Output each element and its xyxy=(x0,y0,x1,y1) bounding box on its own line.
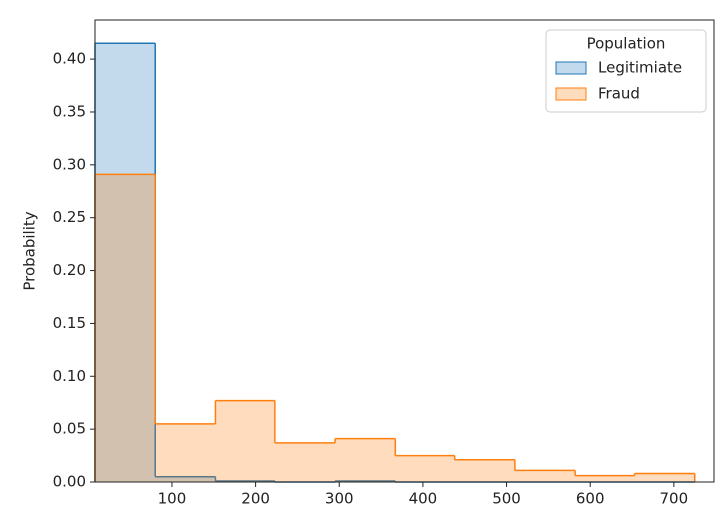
legend-swatch xyxy=(555,61,587,75)
histogram-bar xyxy=(155,423,216,482)
x-tick-label: 300 xyxy=(325,490,354,508)
y-tick-label: 0.20 xyxy=(53,261,86,279)
y-tick-label: 0.25 xyxy=(53,208,86,226)
histogram-bar xyxy=(395,455,455,482)
histogram-bar xyxy=(274,442,336,482)
histogram-bar xyxy=(454,459,515,482)
y-tick-label: 0.40 xyxy=(53,50,86,68)
histogram-bar xyxy=(575,475,635,482)
histogram-bar xyxy=(634,473,695,482)
x-tick-label: 100 xyxy=(158,490,187,508)
y-tick-label: 0.10 xyxy=(53,367,86,385)
y-tick-label: 0.15 xyxy=(53,314,86,332)
y-tick-label: 0.00 xyxy=(53,473,86,491)
histogram-bar xyxy=(215,400,275,482)
histogram-bar xyxy=(95,43,156,483)
histogram-bar xyxy=(95,174,156,482)
x-tick-label: 400 xyxy=(409,490,438,508)
x-tick-label: 600 xyxy=(576,490,605,508)
legend-swatch xyxy=(555,87,587,101)
legend-label: Fraud xyxy=(598,85,640,103)
x-tick-label: 200 xyxy=(241,490,270,508)
legend: Population Legitimiate Fraud xyxy=(545,29,707,113)
histogram-bar xyxy=(335,438,396,482)
y-axis-label: Probability xyxy=(21,211,39,290)
y-tick-label: 0.35 xyxy=(53,102,86,120)
x-tick-label: 500 xyxy=(492,490,521,508)
legend-label: Legitimiate xyxy=(598,59,682,77)
x-tick-label: 700 xyxy=(660,490,689,508)
legend-title: Population xyxy=(587,35,666,53)
plot-frame xyxy=(94,19,715,483)
y-tick-label: 0.30 xyxy=(53,155,86,173)
histogram-bar xyxy=(514,470,576,482)
histogram-bar xyxy=(155,476,216,482)
y-tick-label: 0.05 xyxy=(53,420,86,438)
